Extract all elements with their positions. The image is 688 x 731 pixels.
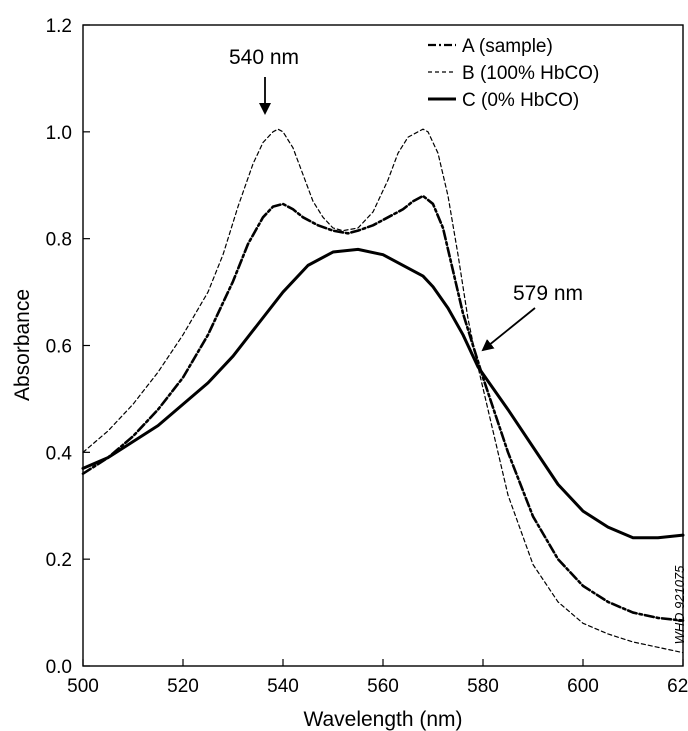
legend: A (sample) B (100% HbCO) C (0% HbCO) [428, 36, 599, 111]
series-b-line [82, 128, 684, 654]
series-c-line [81, 247, 685, 540]
legend-label-c: C (0% HbCO) [462, 90, 579, 111]
x-axis-ticks: 500 520 540 560 580 600 620 [67, 659, 688, 697]
y-tick-label: 0.2 [46, 550, 72, 571]
x-tick-label: 520 [167, 676, 199, 697]
y-tick-label: 0.0 [46, 657, 72, 678]
y-tick-label: 0.4 [46, 443, 73, 464]
legend-label-b: B (100% HbCO) [462, 63, 599, 84]
x-tick-label: 580 [467, 676, 499, 697]
x-tick-label: 500 [67, 676, 99, 697]
watermark: WHO 921075 [672, 565, 687, 645]
annotation-579nm-arrow [481, 307, 536, 352]
x-tick-label: 600 [567, 676, 599, 697]
y-tick-label: 0.8 [46, 230, 72, 251]
y-tick-label: 1.2 [46, 16, 72, 37]
y-axis-title: Absorbance [11, 289, 34, 401]
series-layer [81, 128, 685, 654]
x-tick-label: 560 [367, 676, 399, 697]
plot-area [82, 24, 684, 667]
x-tick-label: 620 [667, 676, 688, 697]
legend-label-a: A (sample) [462, 36, 553, 57]
y-tick-label: 1.0 [46, 123, 72, 144]
annotation-579nm: 579 nm [513, 282, 583, 305]
y-tick-label: 0.6 [46, 337, 72, 358]
x-axis-title: Wavelength (nm) [303, 708, 462, 731]
y-axis-ticks: 0.0 0.2 0.4 0.6 0.8 1.0 1.2 [46, 16, 90, 678]
annotation-540nm: 540 nm [229, 46, 299, 69]
plot-frame [82, 24, 684, 667]
series-a-line [81, 194, 685, 622]
x-tick-label: 540 [267, 676, 299, 697]
